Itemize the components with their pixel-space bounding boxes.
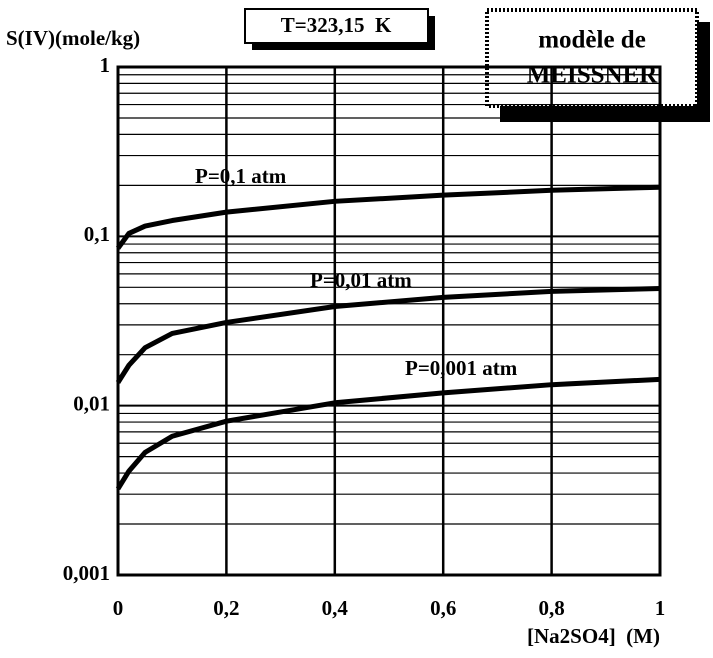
y-tick-label: 1 [100, 53, 111, 77]
series-label: P=0,01 atm [310, 268, 412, 292]
x-tick-label: 1 [655, 596, 666, 620]
series-label: P=0,001 atm [405, 356, 518, 380]
x-tick-label: 0,6 [430, 596, 456, 620]
x-tick-label: 0 [113, 596, 124, 620]
model-box [485, 8, 699, 108]
series-line [115, 184, 661, 250]
x-tick-label: 0,4 [322, 596, 349, 620]
x-tick-label: 0,2 [213, 596, 239, 620]
model-label: modèle de [538, 27, 646, 54]
series-label: P=0,1 atm [195, 164, 287, 188]
temperature-label: T=323,15 K [281, 13, 392, 37]
y-axis-label: S(IV)(mole/kg) [6, 26, 140, 50]
series-line [115, 376, 661, 491]
y-tick-label: 0,1 [84, 222, 110, 246]
y-tick-label: 0,001 [63, 561, 110, 585]
y-tick-label: 0,01 [73, 391, 110, 415]
series-line [115, 285, 661, 384]
x-axis-label: [Na2SO4] (M) [527, 624, 660, 648]
temperature-box [244, 8, 429, 44]
plot-frame [116, 65, 662, 577]
x-tick-label: 0,8 [538, 596, 564, 620]
